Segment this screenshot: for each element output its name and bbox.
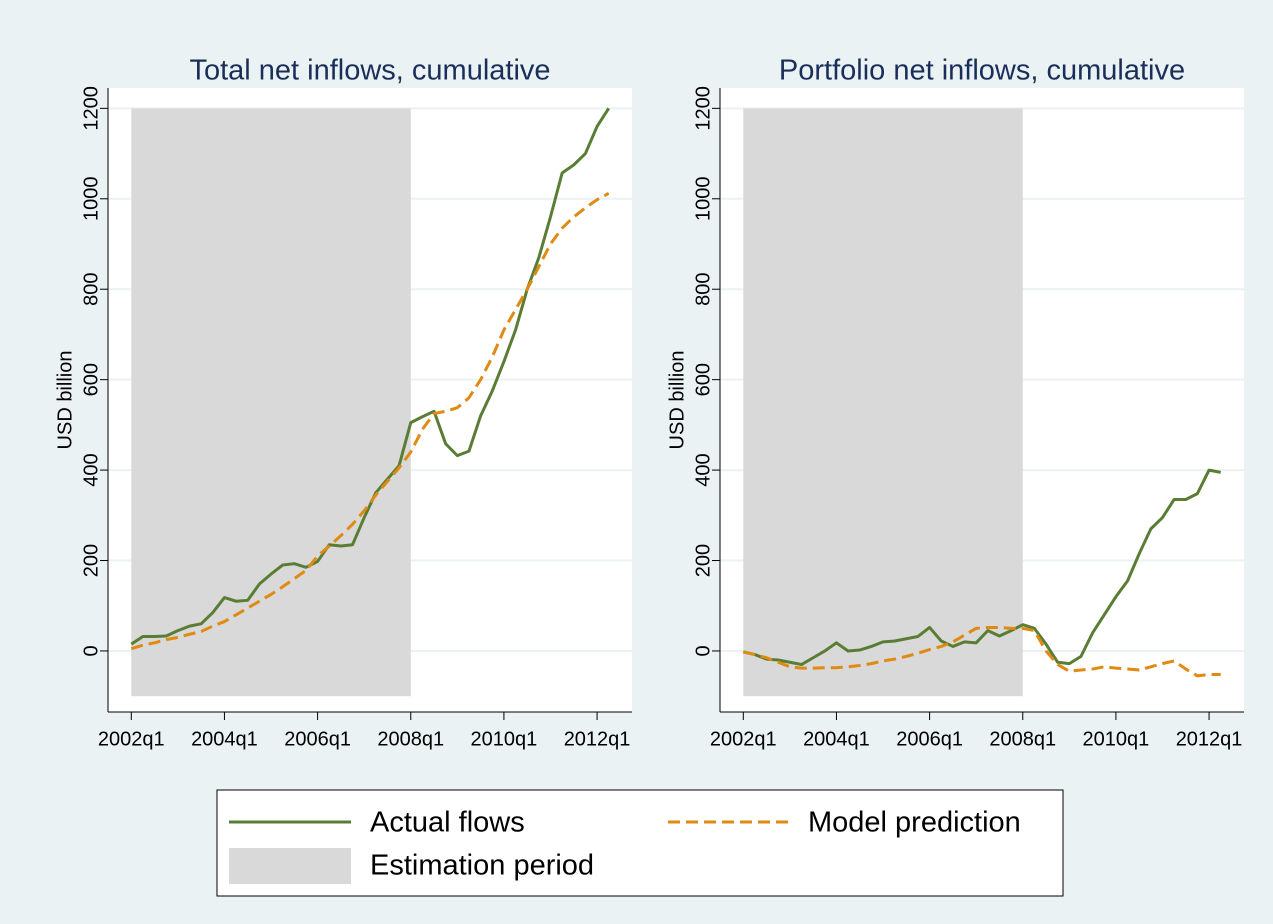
y-tick-label: 600 — [80, 363, 102, 396]
series-line — [742, 625, 1221, 678]
y-tick-label: 1200 — [80, 86, 102, 131]
legend-swatch — [229, 848, 351, 884]
y-tick-label: 200 — [692, 544, 714, 577]
y-tick-label: 1000 — [80, 177, 102, 222]
x-tick-label: 2006q1 — [896, 728, 963, 750]
legend-label: Estimation period — [370, 850, 594, 882]
legend: Actual flows Model prediction Estimation… — [216, 789, 1064, 897]
legend-label: Actual flows — [370, 807, 525, 839]
x-tick-label: 2008q1 — [989, 728, 1056, 750]
x-tick-label: 2002q1 — [710, 728, 777, 750]
y-tick-label: 400 — [80, 453, 102, 486]
chart-title: Total net inflows, cumulative — [189, 55, 550, 87]
charts: Total net inflows, cumulative USD billion… — [54, 55, 1244, 750]
y-tick-label: 400 — [692, 453, 714, 486]
x-tick-label: 2008q1 — [377, 728, 444, 750]
chart: Portfolio net inflows, cumulative USD bil… — [666, 55, 1244, 750]
x-tick-label: 2010q1 — [471, 728, 538, 750]
chart-title: Portfolio net inflows, cumulative — [779, 55, 1185, 87]
y-axis-label: USD billion — [54, 351, 76, 450]
series-line — [130, 192, 610, 651]
legend-box — [216, 789, 1064, 897]
y-tick-label: 800 — [692, 273, 714, 306]
x-tick-label: 2012q1 — [1176, 728, 1243, 750]
legend-label: Model prediction — [808, 807, 1021, 839]
x-tick-label: 2006q1 — [284, 728, 351, 750]
series-line — [742, 468, 1221, 667]
y-tick-label: 1200 — [692, 86, 714, 131]
y-tick-label: 600 — [692, 363, 714, 396]
y-tick-label: 0 — [80, 645, 102, 656]
x-tick-label: 2010q1 — [1083, 728, 1150, 750]
x-tick-label: 2004q1 — [803, 728, 870, 750]
y-axis-label: USD billion — [666, 351, 688, 450]
estimation-period — [131, 108, 411, 697]
x-tick-label: 2012q1 — [564, 728, 631, 750]
y-tick-label: 800 — [80, 273, 102, 306]
y-tick-label: 200 — [80, 544, 102, 577]
chart: Total net inflows, cumulative USD billion… — [54, 55, 632, 750]
x-tick-label: 2004q1 — [191, 728, 258, 750]
y-tick-label: 1000 — [692, 177, 714, 222]
estimation-period — [743, 108, 1023, 697]
x-tick-label: 2002q1 — [98, 728, 165, 750]
y-tick-label: 0 — [692, 645, 714, 656]
